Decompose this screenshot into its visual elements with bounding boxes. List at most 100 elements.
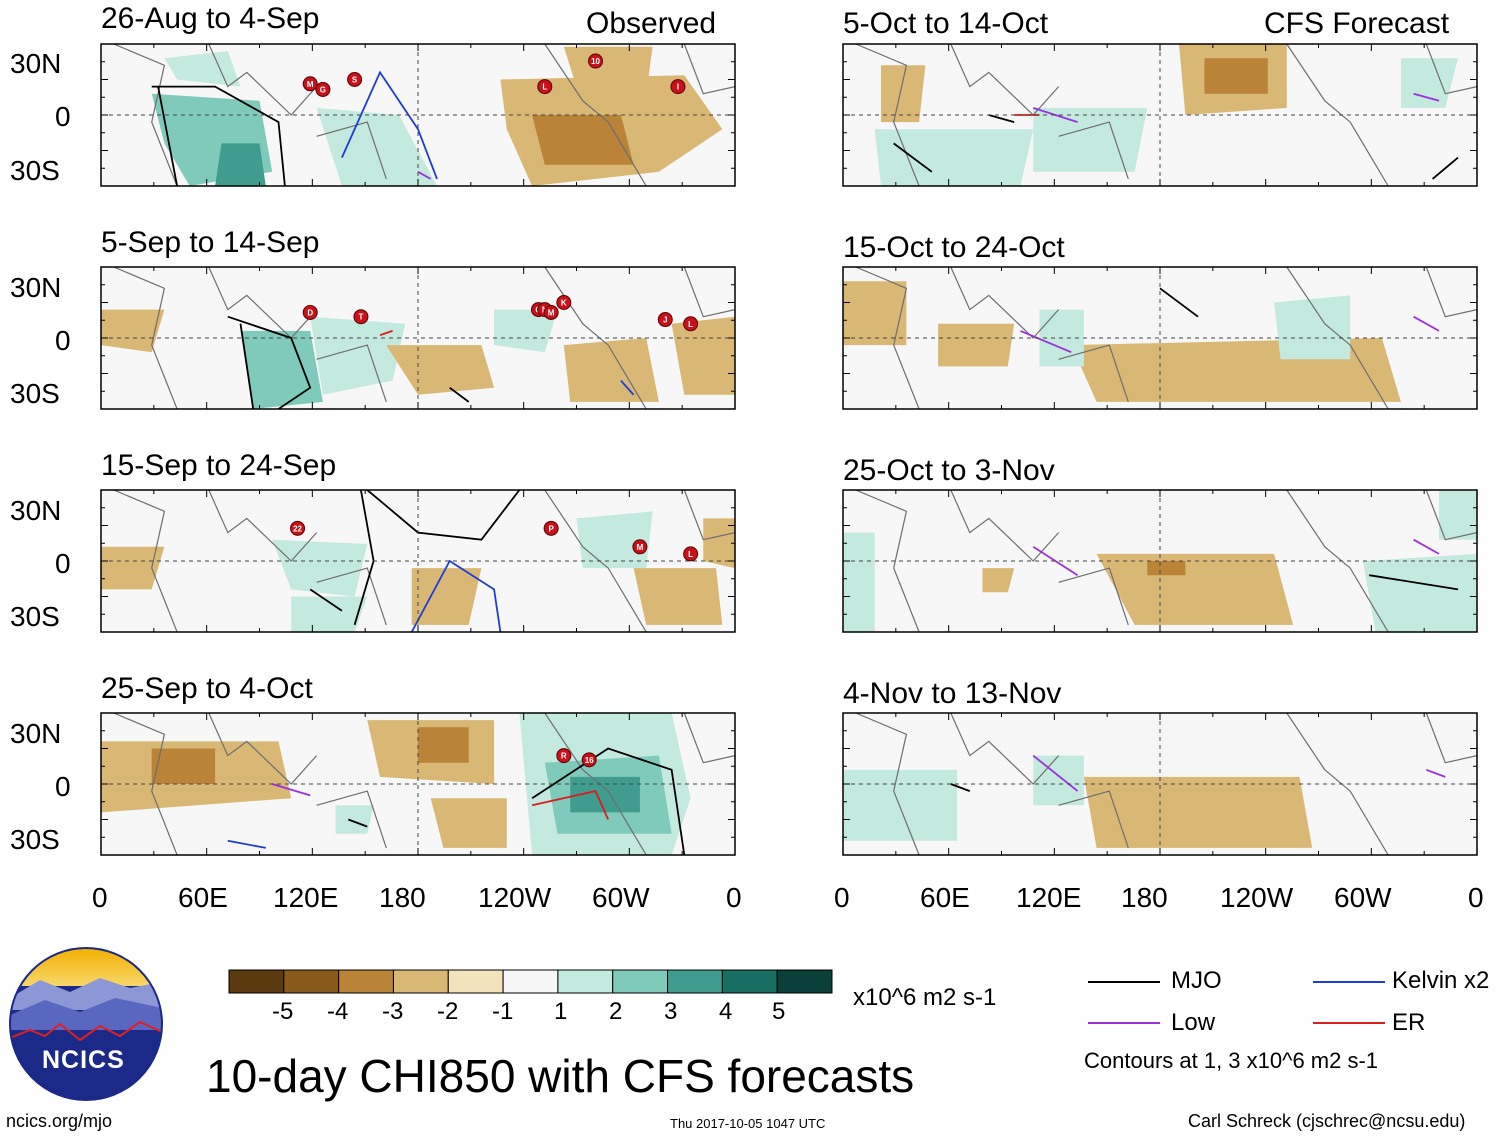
coastline [855,490,920,632]
map-panel-8 [842,712,1478,856]
storm-marker: J [657,312,673,328]
lat-label-eq: 0 [55,771,71,802]
storm-label: G [320,85,326,94]
colorbar-swatch [283,969,340,994]
storm-marker: I [670,79,686,95]
storm-marker: M [632,539,648,555]
storm-icon [683,316,699,332]
legend-label-kelvin: Kelvin x2 [1392,967,1490,994]
colorbar-swatch [392,969,449,994]
contour-line [347,818,368,828]
coastline [950,44,1060,116]
map-panels: MGSL10IDTONMKJL22PMLR16 [100,43,1478,856]
contour-line [309,588,343,612]
logo-text: NCICS [42,1046,125,1074]
storm-label: J [663,316,667,325]
legend-label-er: ER [1392,1009,1426,1036]
storm-label: D [307,308,313,317]
lon-label-60e: 60E [178,882,228,913]
lon-label-120e: 120E [273,882,339,913]
contour-line [227,839,266,849]
anomaly-shading [843,769,958,841]
anomaly-shading [418,727,469,763]
panel-title-1: 26-Aug to 4-Sep [101,2,320,35]
colorbar-tick: -3 [382,998,404,1025]
storm-icon [588,53,604,69]
panel-title-3: 15-Sep to 24-Sep [101,449,337,482]
panel-title-7: 25-Oct to 3-Nov [843,454,1055,487]
colorbar-swatch [502,969,559,994]
storm-icon [290,520,306,536]
lon-label-180: 180 [379,882,426,913]
coastline [1425,44,1477,95]
anomaly-shading [1033,107,1148,172]
coastline [855,44,920,186]
anomaly-shading [843,532,875,632]
storm-icon [581,752,597,768]
map-panel-6 [842,266,1478,410]
contour-line [1369,574,1459,591]
footer-url[interactable]: ncics.org/mjo [6,1111,113,1131]
contour-line [449,386,470,403]
colorbar-swatch [667,969,723,994]
contour-line [366,490,521,541]
storm-marker: L [683,316,699,332]
legend-label-low: Low [1171,1009,1216,1036]
storm-marker: D [302,304,318,320]
anomaly-shading [386,345,495,395]
anomaly-shading [703,518,735,569]
logo-mountain [10,998,162,1030]
storm-label: 10 [591,57,600,66]
contour-line [239,323,255,409]
anomaly-shading [430,798,507,848]
legend-lines [1088,981,1385,1024]
lat-label-30n: 30N [10,495,62,526]
colorbar-tick: -1 [492,998,514,1025]
storm-icon [302,304,318,320]
map-panel-3 [100,489,736,633]
contour-line [157,86,178,186]
colorbar-swatch [447,969,504,994]
lon-label-0e: 0 [1468,882,1484,913]
anomaly-shading [563,46,653,94]
contour-line [271,783,311,797]
coastline [316,121,387,180]
lat-label-eq: 0 [55,548,71,579]
lon-label-0: 0 [92,882,108,913]
contour-line [1159,287,1199,318]
anomaly-shading [494,309,558,353]
coastline [316,790,387,849]
lat-label-30n: 30N [10,718,62,749]
storm-label: M [637,543,644,552]
anomaly-shading [164,51,241,87]
map-panel-4 [100,712,736,856]
colorbar-swatch [557,969,614,994]
colorbar-tick: -4 [327,998,349,1025]
coastline [316,344,387,403]
colorbar-units: x10^6 m2 s-1 [853,984,997,1011]
storm-icon [315,81,331,97]
coastline [113,267,178,409]
storm-marker: L [683,546,699,562]
anomaly-shading [291,596,368,632]
anomaly-shading [843,281,907,346]
coastline [683,267,735,318]
anomaly-shading [1204,58,1268,94]
storm-marker: 10 [588,53,604,69]
storm-label: 22 [293,524,302,533]
anomaly-shading [272,539,368,597]
anomaly-shading [938,323,1015,367]
contour-line [531,790,610,820]
storm-icon [302,76,318,92]
anomaly-shading [1439,490,1477,540]
contour-line [1413,538,1440,555]
lon-label-60w: 60W [1334,882,1392,913]
contour-line [410,559,502,632]
coastline [855,713,920,855]
panel-title-2: 5-Sep to 14-Sep [101,226,320,259]
figure-title: 10-day CHI850 with CFS forecasts [206,1050,915,1102]
storm-label: L [688,320,693,329]
contour-line [1032,107,1078,123]
colorbar-tick: 4 [719,998,733,1025]
logo-ring [9,947,163,1101]
